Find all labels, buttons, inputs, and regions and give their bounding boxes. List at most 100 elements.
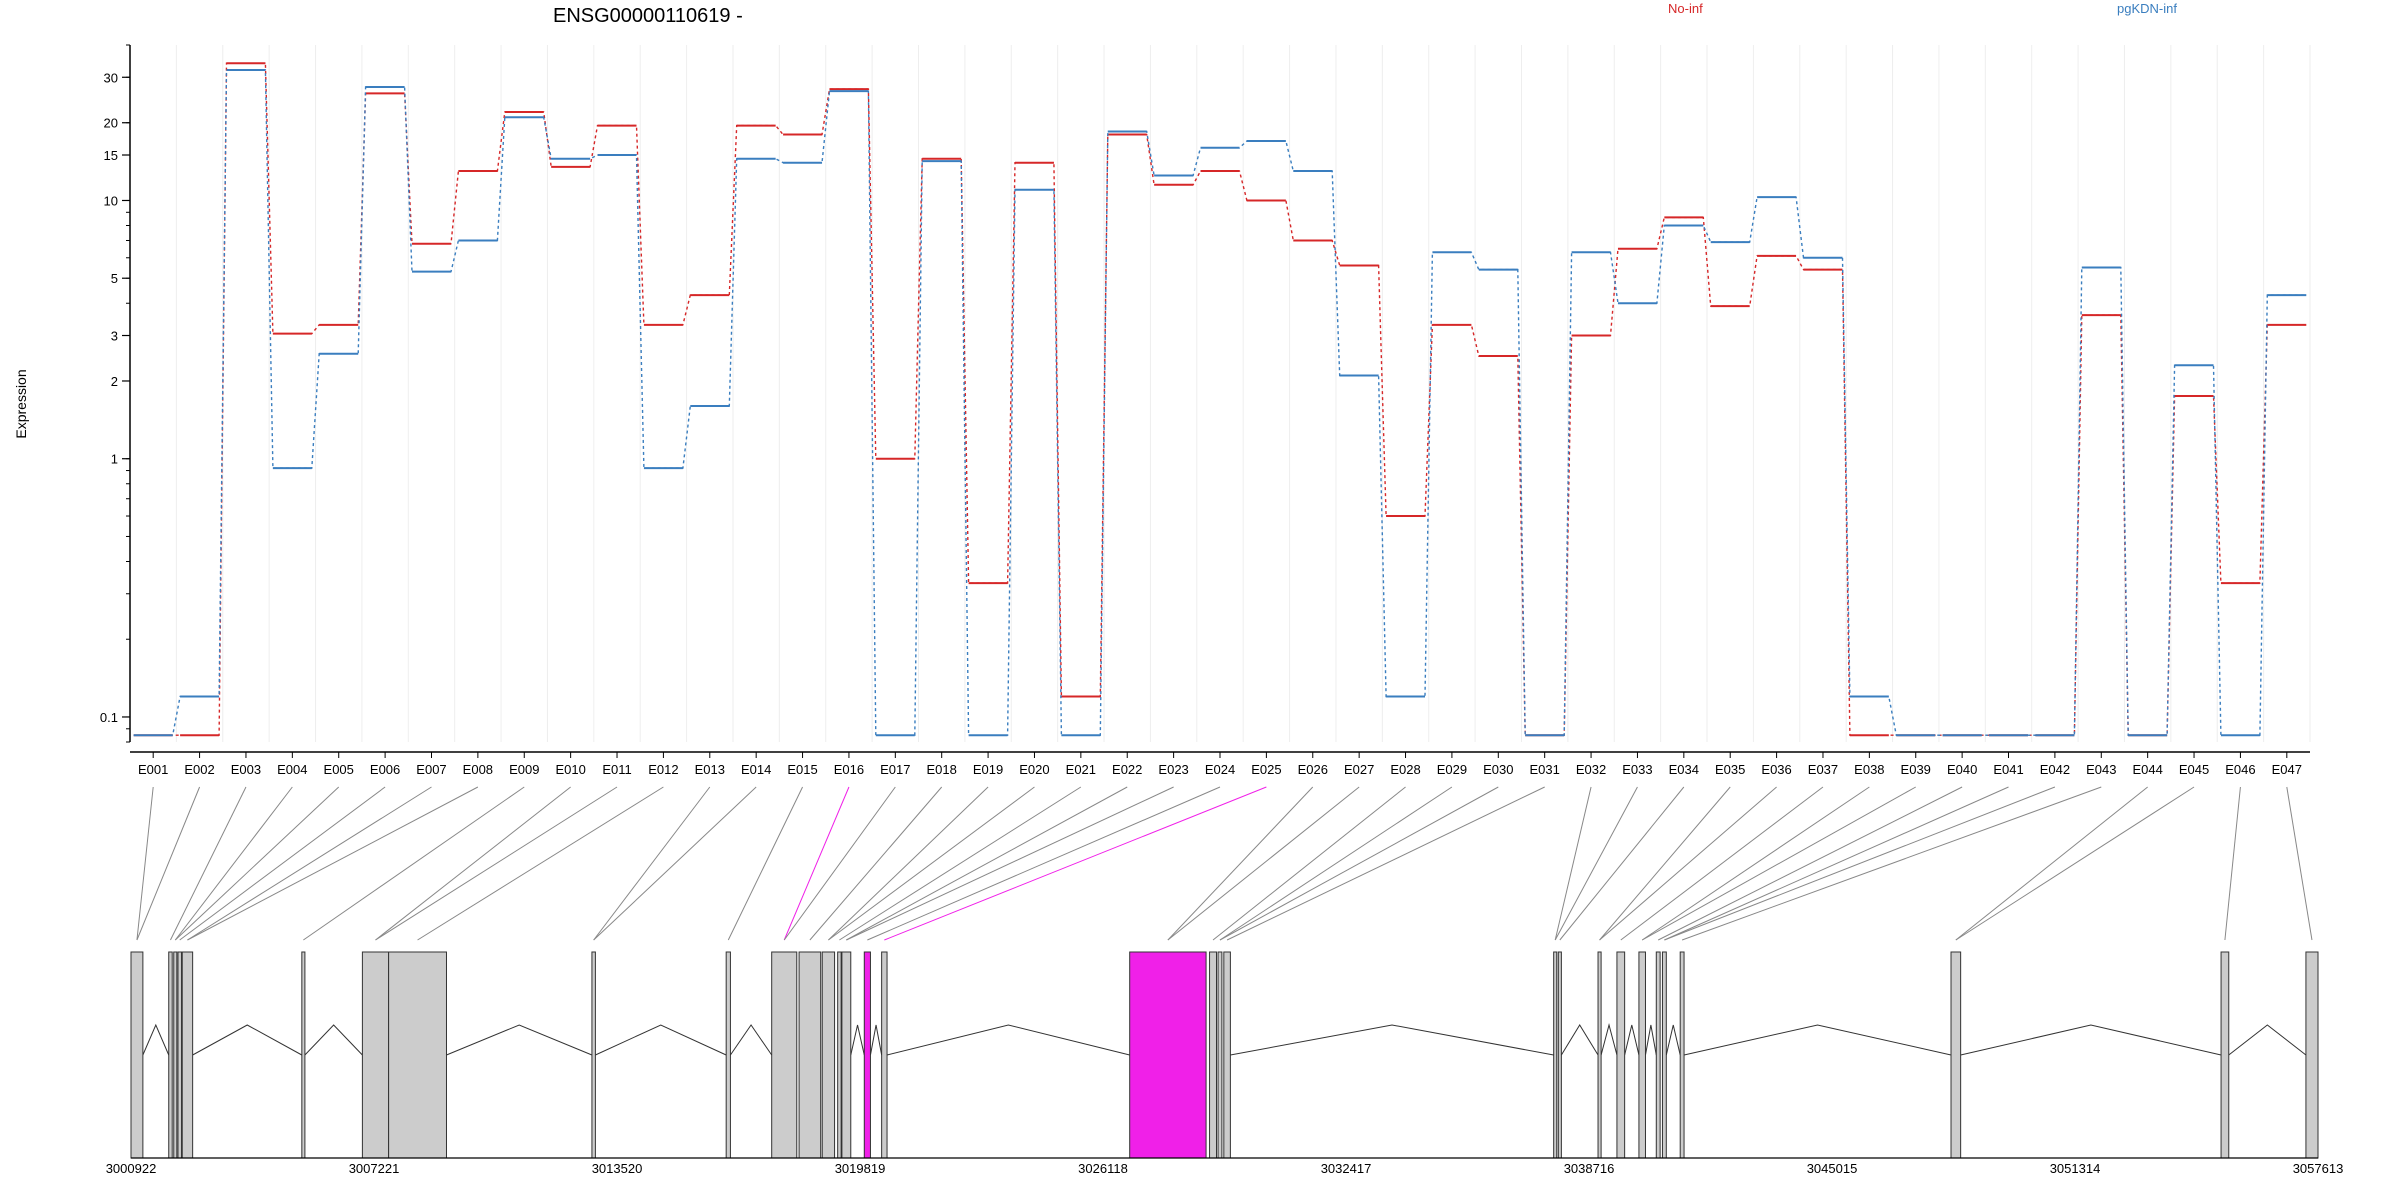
- exon: [2305, 951, 2319, 1159]
- connector: [170, 786, 247, 941]
- x-tick-label: E016: [834, 762, 864, 777]
- connector: [1620, 786, 1824, 941]
- connector: [1554, 786, 1592, 941]
- x-axis: E001 E002 E003 E004 E005 E006 E007 E008 E009 E010…: [130, 751, 2310, 777]
- connector: [867, 786, 1221, 941]
- y-axis: 0.1 1 2 3 5 10 15 20 30: [100, 44, 131, 743]
- x-tick-label: E011: [602, 762, 631, 777]
- coord-tick-label: 3057613: [2293, 1161, 2344, 1176]
- x-tick-label: E022: [1112, 762, 1142, 777]
- exon: [1223, 951, 1231, 1159]
- exon: [798, 951, 822, 1159]
- intron: [1683, 1024, 1952, 1056]
- connector: [1599, 786, 1731, 941]
- connector: [179, 786, 386, 941]
- connector: [1641, 786, 1870, 941]
- coord-tick-label: 3026118: [1078, 1161, 1128, 1176]
- x-tick-label: E033: [1622, 762, 1652, 777]
- x-tick-label: E030: [1483, 762, 1513, 777]
- intron: [850, 1024, 865, 1056]
- connector: [1219, 786, 1499, 941]
- exon: [591, 951, 596, 1159]
- exon: [181, 951, 194, 1159]
- coord-tick-label: 3038716: [1564, 1161, 1615, 1176]
- exon: [301, 951, 306, 1159]
- exon: [361, 951, 390, 1159]
- exon: [1661, 951, 1667, 1159]
- connector: [1599, 786, 1777, 941]
- connector: [727, 786, 804, 941]
- exon: [1553, 951, 1558, 1159]
- intron: [142, 1023, 170, 1056]
- series-line: [133, 69, 2307, 736]
- connector: [1559, 786, 1685, 941]
- connector: [136, 786, 154, 941]
- connector: [1167, 786, 1314, 941]
- intron: [1230, 1024, 1554, 1056]
- intron: [2228, 1024, 2307, 1056]
- x-tick-label: E021: [1066, 762, 1096, 777]
- connector: [1955, 786, 2148, 941]
- x-tick-label: E013: [695, 762, 725, 777]
- x-tick-label: E001: [138, 762, 168, 777]
- x-tick-label: E004: [277, 762, 307, 777]
- connector: [375, 786, 618, 941]
- y-tick-label: 1: [111, 452, 118, 467]
- exon: [1209, 951, 1217, 1159]
- x-tick-label: E045: [2179, 762, 2209, 777]
- connector: [1657, 786, 1963, 941]
- series-lines: [133, 62, 2307, 737]
- exon: [1557, 951, 1562, 1159]
- x-tick-label: E026: [1298, 762, 1328, 777]
- exon: [1950, 951, 1962, 1159]
- x-tick-label: E038: [1854, 762, 1884, 777]
- vertical-gridlines: [129, 45, 2311, 742]
- y-tick-label: 0.1: [100, 710, 118, 725]
- x-tick-label: E019: [973, 762, 1003, 777]
- intron: [446, 1024, 593, 1056]
- intron: [595, 1024, 727, 1056]
- exon: [2220, 951, 2230, 1159]
- exon: [173, 951, 178, 1159]
- connector: [1212, 786, 1406, 941]
- y-tick-label: 5: [111, 271, 118, 286]
- y-tick-label: 30: [104, 70, 118, 85]
- exon: [168, 951, 173, 1159]
- connector: [187, 786, 432, 941]
- x-tick-label: E010: [555, 762, 585, 777]
- exon: [863, 951, 871, 1159]
- connector: [593, 786, 711, 941]
- connector: [1641, 786, 1916, 941]
- coord-tick-label: 3013520: [592, 1161, 643, 1176]
- x-tick-label: E034: [1669, 762, 1699, 777]
- coord-tick-label: 3045015: [1807, 1161, 1858, 1176]
- x-tick-label: E005: [324, 762, 354, 777]
- chart-title: ENSG00000110619 -: [553, 5, 743, 27]
- connector: [375, 786, 571, 941]
- connector: [187, 786, 479, 941]
- x-tick-label: E036: [1761, 762, 1791, 777]
- x-tick-label: E046: [2225, 762, 2255, 777]
- exon: [1129, 951, 1207, 1159]
- connector: [1167, 786, 1360, 941]
- connector: [1219, 786, 1453, 941]
- coord-tick-label: 3000922: [106, 1161, 157, 1176]
- x-tick-label: E029: [1437, 762, 1467, 777]
- coord-tick-label: 3007221: [349, 1161, 400, 1176]
- intron: [1560, 1024, 1599, 1056]
- x-tick-label: E027: [1344, 762, 1374, 777]
- x-tick-label: E042: [2040, 762, 2070, 777]
- x-tick-label: E015: [787, 762, 817, 777]
- connector: [174, 786, 340, 941]
- x-tick-label: E040: [1947, 762, 1977, 777]
- connector: [884, 786, 1267, 941]
- x-tick-label: E018: [927, 762, 957, 777]
- x-tick-label: E035: [1715, 762, 1745, 777]
- series-no-inf: [133, 62, 2307, 737]
- x-tick-label: E043: [2086, 762, 2116, 777]
- x-tick-label: E039: [1901, 762, 1931, 777]
- y-axis-label: Expression: [13, 369, 29, 438]
- exon: [1638, 951, 1646, 1159]
- x-tick-label: E012: [648, 762, 678, 777]
